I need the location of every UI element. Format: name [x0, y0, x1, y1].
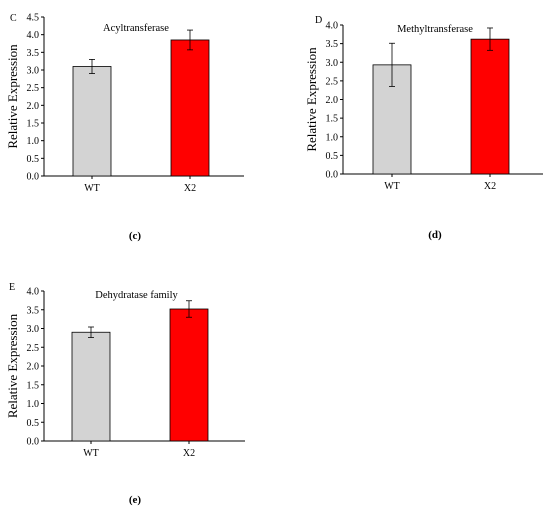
y-tick-label: 1.0 [27, 136, 40, 147]
panel-letter: D [315, 15, 322, 26]
bar-x2 [470, 38, 510, 175]
y-tick-label: 2.0 [326, 95, 339, 106]
y-axis-title: Relative Expression [5, 313, 20, 418]
y-tick-label: 3.5 [326, 39, 339, 50]
bar-wt [71, 331, 111, 442]
x-tick-label: X2 [183, 448, 195, 459]
y-axis-title: Relative Expression [304, 47, 319, 152]
y-tick-label: 3.0 [326, 58, 339, 69]
y-tick-label: 3.5 [27, 48, 40, 59]
y-tick-label: 2.5 [27, 83, 40, 94]
y-tick-label: 0.0 [326, 170, 339, 181]
panel-letter: E [9, 282, 15, 293]
y-tick-label: 2.0 [27, 362, 40, 373]
chart-title: Dehydratase family [95, 290, 178, 301]
y-tick-label: 3.5 [27, 305, 40, 316]
x-tick-label: WT [84, 183, 100, 194]
y-tick-label: 0.5 [326, 151, 339, 162]
y-tick-label: 0.5 [27, 154, 40, 165]
y-tick-label: 1.0 [326, 132, 339, 143]
y-tick-label: 4.5 [27, 13, 40, 24]
y-tick-label: 4.0 [27, 30, 40, 41]
bar-x2 [169, 308, 209, 442]
panel-letter: C [10, 13, 17, 24]
y-tick-label: 1.5 [27, 119, 40, 130]
y-tick-label: 1.5 [27, 380, 40, 391]
y-tick-label: 0.0 [27, 437, 40, 448]
y-tick-label: 4.0 [326, 21, 339, 32]
bar-wt [72, 66, 112, 177]
panel-caption: (c) [129, 230, 142, 242]
y-tick-label: 4.0 [27, 287, 40, 298]
chart-title: Acyltransferase [103, 23, 169, 34]
x-tick-label: X2 [484, 181, 496, 192]
panel-caption: (e) [129, 494, 142, 506]
chart-title: Methyltransferase [397, 24, 473, 35]
y-tick-label: 0.5 [27, 418, 40, 429]
x-tick-label: WT [384, 181, 400, 192]
y-axis-title: Relative Expression [5, 44, 20, 149]
y-tick-label: 3.0 [27, 66, 40, 77]
y-tick-label: 1.5 [326, 114, 339, 125]
panel-caption: (d) [428, 229, 442, 241]
y-tick-label: 3.0 [27, 324, 40, 335]
y-tick-label: 2.5 [27, 343, 40, 354]
y-tick-label: 1.0 [27, 399, 40, 410]
x-tick-label: X2 [184, 183, 196, 194]
y-tick-label: 2.5 [326, 76, 339, 87]
y-tick-label: 2.0 [27, 101, 40, 112]
bar-x2 [170, 39, 210, 177]
x-tick-label: WT [83, 448, 99, 459]
y-tick-label: 0.0 [27, 172, 40, 183]
